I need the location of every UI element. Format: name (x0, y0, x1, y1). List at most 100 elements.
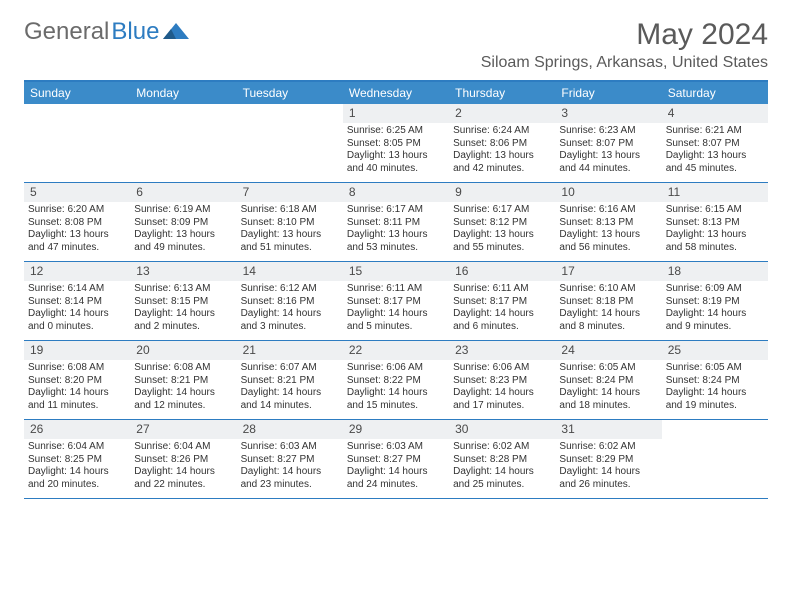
sunrise-text: Sunrise: 6:20 AM (28, 204, 126, 217)
day-number: 9 (449, 183, 555, 202)
day-number: 7 (237, 183, 343, 202)
day-info: Sunrise: 6:20 AMSunset: 8:08 PMDaylight:… (24, 202, 130, 256)
sunrise-text: Sunrise: 6:16 AM (559, 204, 657, 217)
day-number: 10 (555, 183, 661, 202)
day-info: Sunrise: 6:24 AMSunset: 8:06 PMDaylight:… (449, 123, 555, 177)
day-cell: 25Sunrise: 6:05 AMSunset: 8:24 PMDayligh… (662, 341, 768, 419)
sunrise-text: Sunrise: 6:02 AM (559, 441, 657, 454)
day-info: Sunrise: 6:06 AMSunset: 8:22 PMDaylight:… (343, 360, 449, 414)
day-info: Sunrise: 6:19 AMSunset: 8:09 PMDaylight:… (130, 202, 236, 256)
daylight-text: Daylight: 13 hours and 47 minutes. (28, 229, 126, 254)
sunrise-text: Sunrise: 6:13 AM (134, 283, 232, 296)
day-info: Sunrise: 6:17 AMSunset: 8:12 PMDaylight:… (449, 202, 555, 256)
daylight-text: Daylight: 13 hours and 55 minutes. (453, 229, 551, 254)
day-info: Sunrise: 6:11 AMSunset: 8:17 PMDaylight:… (343, 281, 449, 335)
sunset-text: Sunset: 8:20 PM (28, 375, 126, 388)
day-number: 23 (449, 341, 555, 360)
sunrise-text: Sunrise: 6:02 AM (453, 441, 551, 454)
day-number: 29 (343, 420, 449, 439)
day-cell: 22Sunrise: 6:06 AMSunset: 8:22 PMDayligh… (343, 341, 449, 419)
day-info: Sunrise: 6:21 AMSunset: 8:07 PMDaylight:… (662, 123, 768, 177)
daylight-text: Daylight: 13 hours and 58 minutes. (666, 229, 764, 254)
week-row: 19Sunrise: 6:08 AMSunset: 8:20 PMDayligh… (24, 341, 768, 420)
day-number: 27 (130, 420, 236, 439)
day-cell (237, 104, 343, 182)
day-info: Sunrise: 6:25 AMSunset: 8:05 PMDaylight:… (343, 123, 449, 177)
day-info: Sunrise: 6:17 AMSunset: 8:11 PMDaylight:… (343, 202, 449, 256)
day-info: Sunrise: 6:03 AMSunset: 8:27 PMDaylight:… (237, 439, 343, 493)
sunset-text: Sunset: 8:26 PM (134, 454, 232, 467)
daylight-text: Daylight: 14 hours and 2 minutes. (134, 308, 232, 333)
sunrise-text: Sunrise: 6:08 AM (134, 362, 232, 375)
sunset-text: Sunset: 8:09 PM (134, 217, 232, 230)
sunrise-text: Sunrise: 6:09 AM (666, 283, 764, 296)
sunrise-text: Sunrise: 6:14 AM (28, 283, 126, 296)
daylight-text: Daylight: 14 hours and 18 minutes. (559, 387, 657, 412)
sunset-text: Sunset: 8:14 PM (28, 296, 126, 309)
day-cell: 7Sunrise: 6:18 AMSunset: 8:10 PMDaylight… (237, 183, 343, 261)
location: Siloam Springs, Arkansas, United States (481, 54, 768, 72)
sunset-text: Sunset: 8:13 PM (559, 217, 657, 230)
day-number: 2 (449, 104, 555, 123)
day-info: Sunrise: 6:14 AMSunset: 8:14 PMDaylight:… (24, 281, 130, 335)
sunrise-text: Sunrise: 6:06 AM (347, 362, 445, 375)
day-info: Sunrise: 6:08 AMSunset: 8:20 PMDaylight:… (24, 360, 130, 414)
day-number: 28 (237, 420, 343, 439)
day-number: 21 (237, 341, 343, 360)
day-number: 25 (662, 341, 768, 360)
sunset-text: Sunset: 8:24 PM (666, 375, 764, 388)
day-info: Sunrise: 6:13 AMSunset: 8:15 PMDaylight:… (130, 281, 236, 335)
day-cell: 10Sunrise: 6:16 AMSunset: 8:13 PMDayligh… (555, 183, 661, 261)
day-number: 13 (130, 262, 236, 281)
sunset-text: Sunset: 8:17 PM (347, 296, 445, 309)
sunset-text: Sunset: 8:21 PM (134, 375, 232, 388)
day-cell: 15Sunrise: 6:11 AMSunset: 8:17 PMDayligh… (343, 262, 449, 340)
day-cell: 12Sunrise: 6:14 AMSunset: 8:14 PMDayligh… (24, 262, 130, 340)
day-header-thursday: Thursday (449, 82, 555, 104)
sunrise-text: Sunrise: 6:08 AM (28, 362, 126, 375)
day-number: 18 (662, 262, 768, 281)
daylight-text: Daylight: 14 hours and 6 minutes. (453, 308, 551, 333)
logo-text-blue: Blue (111, 18, 159, 46)
day-info: Sunrise: 6:05 AMSunset: 8:24 PMDaylight:… (555, 360, 661, 414)
day-number: 12 (24, 262, 130, 281)
daylight-text: Daylight: 14 hours and 24 minutes. (347, 466, 445, 491)
day-number: 11 (662, 183, 768, 202)
day-number: 16 (449, 262, 555, 281)
day-number: 3 (555, 104, 661, 123)
sunrise-text: Sunrise: 6:05 AM (559, 362, 657, 375)
day-number: 24 (555, 341, 661, 360)
sunrise-text: Sunrise: 6:10 AM (559, 283, 657, 296)
day-number: 20 (130, 341, 236, 360)
daylight-text: Daylight: 14 hours and 17 minutes. (453, 387, 551, 412)
sunset-text: Sunset: 8:13 PM (666, 217, 764, 230)
day-number: 17 (555, 262, 661, 281)
day-info: Sunrise: 6:16 AMSunset: 8:13 PMDaylight:… (555, 202, 661, 256)
day-header-row: SundayMondayTuesdayWednesdayThursdayFrid… (24, 82, 768, 104)
day-cell: 8Sunrise: 6:17 AMSunset: 8:11 PMDaylight… (343, 183, 449, 261)
day-number: 14 (237, 262, 343, 281)
day-number: 4 (662, 104, 768, 123)
day-info: Sunrise: 6:05 AMSunset: 8:24 PMDaylight:… (662, 360, 768, 414)
month-title: May 2024 (481, 18, 768, 52)
day-cell: 6Sunrise: 6:19 AMSunset: 8:09 PMDaylight… (130, 183, 236, 261)
sunrise-text: Sunrise: 6:23 AM (559, 125, 657, 138)
sunset-text: Sunset: 8:27 PM (241, 454, 339, 467)
day-cell (24, 104, 130, 182)
header: GeneralBlue May 2024 Siloam Springs, Ark… (24, 18, 768, 72)
day-cell: 29Sunrise: 6:03 AMSunset: 8:27 PMDayligh… (343, 420, 449, 498)
day-cell: 20Sunrise: 6:08 AMSunset: 8:21 PMDayligh… (130, 341, 236, 419)
day-header-wednesday: Wednesday (343, 82, 449, 104)
logo: GeneralBlue (24, 18, 189, 46)
sunrise-text: Sunrise: 6:03 AM (241, 441, 339, 454)
sunrise-text: Sunrise: 6:12 AM (241, 283, 339, 296)
daylight-text: Daylight: 14 hours and 15 minutes. (347, 387, 445, 412)
day-cell: 24Sunrise: 6:05 AMSunset: 8:24 PMDayligh… (555, 341, 661, 419)
day-header-monday: Monday (130, 82, 236, 104)
week-row: 26Sunrise: 6:04 AMSunset: 8:25 PMDayligh… (24, 420, 768, 499)
daylight-text: Daylight: 13 hours and 56 minutes. (559, 229, 657, 254)
sunrise-text: Sunrise: 6:04 AM (134, 441, 232, 454)
sunrise-text: Sunrise: 6:04 AM (28, 441, 126, 454)
sunset-text: Sunset: 8:21 PM (241, 375, 339, 388)
day-cell: 9Sunrise: 6:17 AMSunset: 8:12 PMDaylight… (449, 183, 555, 261)
